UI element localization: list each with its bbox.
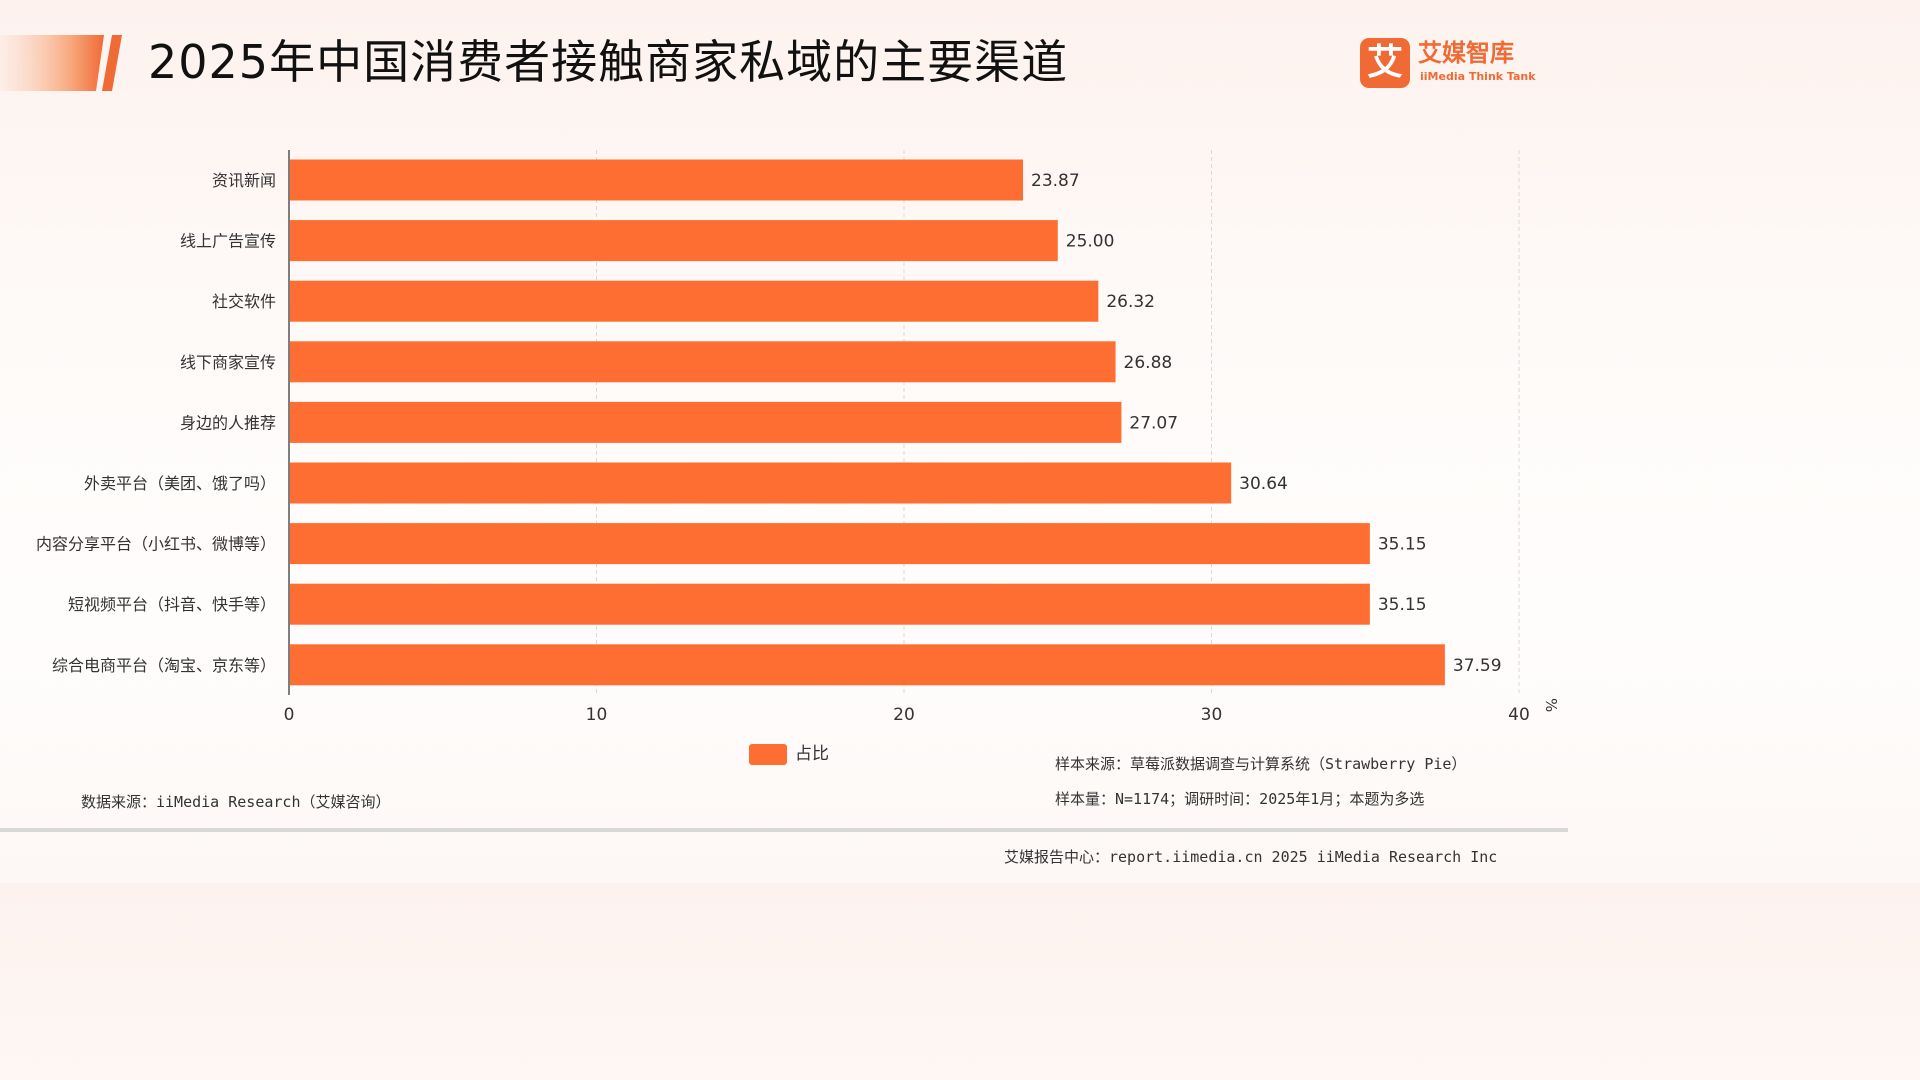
bar (290, 644, 1445, 686)
header-accent-stripe (0, 35, 122, 91)
sample-size-note: 样本量：N=1174；调研时间：2025年1月；本题为多选 (1055, 790, 1425, 808)
data-label: 30.64 (1239, 474, 1288, 494)
category-label: 资讯新闻 (212, 171, 276, 190)
bar (290, 341, 1116, 383)
page-title: 2025年中国消费者接触商家私域的主要渠道 (148, 35, 1069, 89)
data-label: 26.88 (1124, 353, 1173, 373)
data-label: 35.15 (1378, 595, 1427, 615)
x-tick-label: 20 (893, 705, 915, 725)
data-source-note: 数据来源：iiMedia Research（艾媒咨询） (81, 793, 391, 811)
bar (290, 401, 1122, 443)
category-label: 综合电商平台（淘宝、京东等） (52, 656, 276, 675)
category-label: 短视频平台（抖音、快手等） (68, 595, 276, 614)
legend-swatch (749, 744, 787, 765)
x-unit-label: % (1542, 698, 1560, 712)
data-label: 27.07 (1129, 413, 1178, 433)
footer-divider (0, 828, 1568, 832)
category-label: 线上广告宣传 (180, 232, 276, 251)
data-label: 35.15 (1378, 535, 1427, 555)
x-tick-label: 10 (586, 705, 608, 725)
bar (290, 220, 1058, 262)
category-label: 线下商家宣传 (180, 353, 276, 372)
data-label: 37.59 (1453, 656, 1502, 676)
sample-source-note: 样本来源：草莓派数据调查与计算系统（Strawberry Pie） (1055, 755, 1467, 773)
x-tick-label: 30 (1201, 705, 1223, 725)
bar (290, 280, 1099, 322)
legend-label: 占比 (795, 744, 829, 764)
x-tick-label: 0 (284, 705, 295, 725)
footer-credit: 艾媒报告中心：report.iimedia.cn 2025 iiMedia Re… (1004, 848, 1498, 866)
data-label: 23.87 (1031, 171, 1080, 191)
logo-name-en: iiMedia Think Tank (1420, 70, 1536, 83)
x-tick-label: 40 (1508, 705, 1530, 725)
category-label: 身边的人推荐 (180, 413, 276, 432)
logo-name-cn: 艾媒智库 (1418, 39, 1514, 67)
data-label: 26.32 (1106, 292, 1155, 312)
category-label: 社交软件 (212, 292, 276, 311)
iimedia-logo: 艾 艾媒智库 iiMedia Think Tank (1360, 36, 1536, 90)
logo-mark-icon: 艾 (1360, 38, 1410, 88)
category-label: 内容分享平台（小红书、微博等） (36, 535, 276, 554)
bar-chart: 23.87 资讯新闻 25.00 线上广告宣传 26.32 社交软件 26.88 线下商家宣传… (36, 150, 1560, 725)
bar (290, 583, 1370, 625)
bar (290, 462, 1232, 504)
data-label: 25.00 (1066, 232, 1115, 252)
category-label: 外卖平台（美团、饿了吗） (84, 474, 276, 493)
bar (290, 523, 1370, 565)
bar (290, 159, 1024, 201)
